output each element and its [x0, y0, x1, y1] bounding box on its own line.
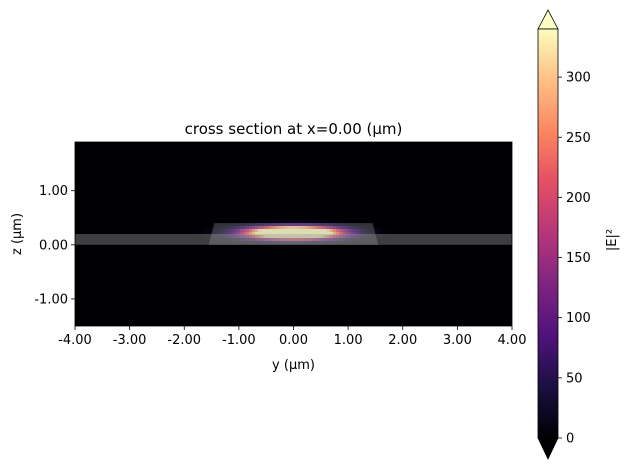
x-tick-label: -2.00	[167, 333, 201, 348]
y-axis: -1.00 0.00 1.00	[34, 184, 75, 307]
ridge-core	[208, 223, 379, 245]
colorbar-tick-label: 300	[566, 71, 591, 86]
field-heatmap	[195, 220, 394, 248]
y-axis-label: z (μm)	[10, 213, 25, 255]
y-tick-label: 0.00	[39, 238, 68, 253]
y-tick-label: -1.00	[34, 292, 68, 307]
x-tick-label: -4.00	[58, 333, 92, 348]
waveguide-structure	[75, 223, 512, 245]
colorbar-ticks: 0 50 100 150 200 250 300	[558, 71, 591, 447]
colorbar-tick-label: 100	[566, 311, 591, 326]
x-tick-label: 4.00	[498, 333, 527, 348]
x-tick-label: 1.00	[334, 333, 363, 348]
plot-area	[74, 141, 513, 327]
x-tick-label: 2.00	[388, 333, 417, 348]
colorbar-tick-label: 200	[566, 191, 591, 206]
y-tick-label: 1.00	[39, 184, 68, 199]
x-tick-label: 0.00	[279, 333, 308, 348]
colorbar-tick-label: 0	[566, 432, 574, 447]
colorbar-frame	[537, 28, 559, 439]
colorbar-tick-label: 50	[566, 371, 583, 386]
x-axis-label: y (μm)	[272, 358, 315, 373]
colorbar-tick-label: 150	[566, 251, 591, 266]
x-tick-label: -1.00	[222, 333, 256, 348]
colorbar-extend-max	[537, 9, 559, 30]
colorbar-gradient	[538, 29, 558, 438]
colorbar-tick-label: 250	[566, 131, 591, 146]
colorbar-label: |E|²	[605, 229, 620, 251]
x-tick-label: -3.00	[113, 333, 147, 348]
chart-title: cross section at x=0.00 (μm)	[185, 120, 403, 138]
x-tick-label: 3.00	[443, 333, 472, 348]
colorbar: 0 50 100 150 200 250 300 |E|²	[537, 9, 620, 460]
x-axis: -4.00 -3.00 -2.00 -1.00 0.00 1.00 2.00 3.00 4.00	[58, 326, 526, 348]
slab-layer	[75, 234, 512, 245]
colorbar-extend-min	[537, 437, 559, 460]
